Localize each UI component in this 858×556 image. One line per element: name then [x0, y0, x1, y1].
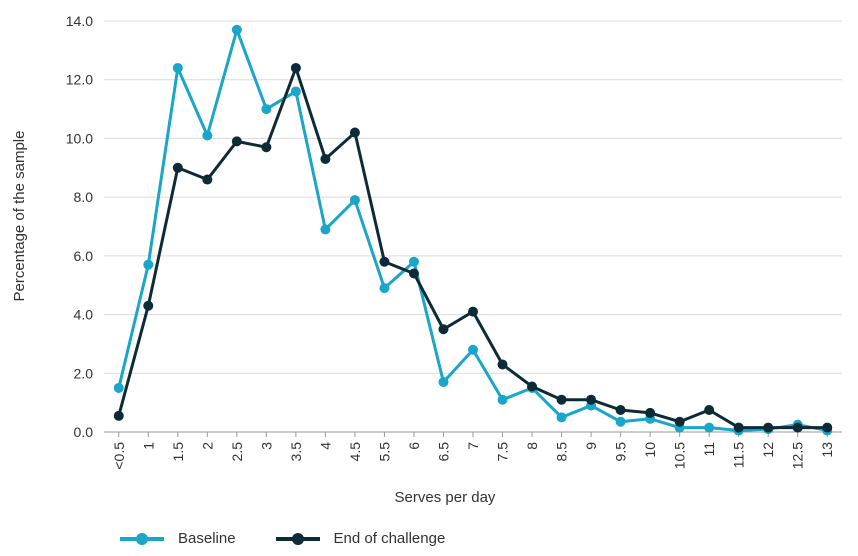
y-axis-ticks: 0.0 2.0 4.0 6.0 8.0 10.0 12.0 14.0 [66, 13, 93, 440]
y-tick-label: 4.0 [74, 307, 94, 323]
data-point-end-of-challenge [556, 394, 567, 405]
y-tick-label: 2.0 [74, 365, 94, 381]
data-point-baseline [143, 259, 154, 270]
data-point-baseline [556, 412, 567, 423]
x-tick-label: <0.5 [111, 442, 127, 470]
x-tick-label: 1.5 [170, 442, 186, 462]
x-axis-ticks: <0.5 1 1.5 2 2.5 3 3.5 4 4.5 5.5 6 6.5 7 7.5 8 8.5 9 9.5 1… [111, 432, 835, 470]
data-point-baseline [468, 344, 478, 355]
y-axis-title: Percentage of the sample [11, 131, 28, 302]
x-tick-label: 4 [317, 442, 333, 450]
y-tick-label: 10.0 [66, 130, 93, 146]
x-tick-label: 11.5 [731, 442, 747, 468]
data-point-baseline [261, 104, 272, 115]
x-tick-label: 2 [199, 442, 215, 450]
data-point-baseline [615, 416, 626, 427]
data-point-end-of-challenge [497, 359, 508, 370]
legend-label-baseline: Baseline [178, 530, 236, 547]
data-point-baseline [438, 377, 449, 388]
data-point-end-of-challenge [645, 407, 656, 418]
series-line-baseline [117, 28, 828, 433]
data-point-end-of-challenge [113, 410, 124, 421]
x-tick-label: 9 [583, 442, 599, 450]
data-point-end-of-challenge [261, 142, 272, 153]
legend-item-end-of-challenge: End of challenge [275, 530, 446, 547]
data-point-baseline [113, 382, 124, 393]
data-point-end-of-challenge [349, 127, 360, 138]
data-point-end-of-challenge [320, 153, 331, 164]
legend: Baseline End of challenge [120, 530, 445, 547]
series-baseline [113, 24, 833, 436]
x-tick-label: 6.5 [435, 442, 451, 462]
data-point-end-of-challenge [792, 422, 803, 433]
x-tick-label: 12.5 [790, 442, 806, 469]
data-point-end-of-challenge [527, 381, 538, 392]
data-point-end-of-challenge [468, 306, 478, 317]
x-tick-label: 10.5 [672, 442, 688, 469]
x-tick-label: 13 [819, 442, 835, 458]
data-point-baseline [290, 86, 301, 97]
line-chart: 0.02.04.06.08.010.012.014.0 <0.5 1 1.5 2 2.5… [11, 13, 842, 506]
data-point-end-of-challenge [143, 300, 154, 311]
x-tick-label: 3.5 [288, 442, 304, 462]
gridlines [104, 20, 842, 374]
legend-swatch-end-of-challenge [275, 532, 320, 546]
data-point-end-of-challenge [615, 404, 626, 415]
data-point-baseline [704, 422, 715, 433]
series-end-of-challenge [113, 62, 833, 433]
x-tick-label: 8 [524, 442, 540, 450]
data-point-end-of-challenge [231, 136, 242, 147]
y-tick-label: 12.0 [66, 72, 93, 88]
data-point-end-of-challenge [172, 162, 183, 173]
x-tick-label: 10 [642, 442, 658, 458]
y-tick-label: 6.0 [74, 248, 94, 264]
data-point-end-of-challenge [408, 268, 419, 279]
x-tick-label: 4.5 [347, 442, 363, 462]
y-tick-label: 14.0 [66, 13, 93, 29]
data-point-end-of-challenge [290, 62, 301, 73]
legend-swatch-baseline [120, 532, 164, 546]
x-tick-label: 12 [760, 442, 776, 458]
legend-item-baseline: Baseline [120, 530, 236, 547]
legend-label-end-of-challenge: End of challenge [333, 530, 446, 547]
data-point-baseline [379, 283, 390, 294]
data-point-end-of-challenge [202, 174, 213, 185]
data-point-baseline [497, 394, 508, 405]
x-tick-label: 2.5 [229, 442, 245, 462]
x-tick-label: 6 [406, 442, 422, 450]
data-point-baseline [349, 195, 360, 206]
data-point-baseline [231, 24, 242, 35]
data-point-end-of-challenge [379, 256, 390, 267]
x-tick-label: 5.5 [376, 442, 392, 462]
y-tick-label: 0.0 [74, 424, 94, 440]
x-tick-label: 7.5 [495, 442, 511, 462]
y-tick-label: 8.0 [74, 189, 94, 205]
x-tick-label: 8.5 [554, 442, 570, 462]
x-tick-label: 7 [465, 442, 481, 450]
data-point-end-of-challenge [674, 416, 685, 427]
data-point-baseline [202, 130, 213, 141]
data-point-end-of-challenge [763, 422, 774, 433]
x-tick-label: 11 [701, 442, 717, 457]
data-point-baseline [320, 224, 331, 235]
x-axis-title: Serves per day [395, 489, 496, 506]
x-tick-label: 1 [140, 442, 156, 450]
x-tick-label: 3 [258, 442, 274, 450]
data-point-end-of-challenge [438, 324, 449, 335]
data-point-baseline [408, 256, 419, 267]
series-layer [113, 24, 833, 436]
data-point-end-of-challenge [704, 404, 715, 415]
data-point-end-of-challenge [822, 422, 833, 433]
data-point-end-of-challenge [586, 394, 597, 405]
x-tick-label: 9.5 [613, 442, 629, 462]
data-point-baseline [172, 62, 183, 73]
data-point-end-of-challenge [733, 422, 744, 433]
